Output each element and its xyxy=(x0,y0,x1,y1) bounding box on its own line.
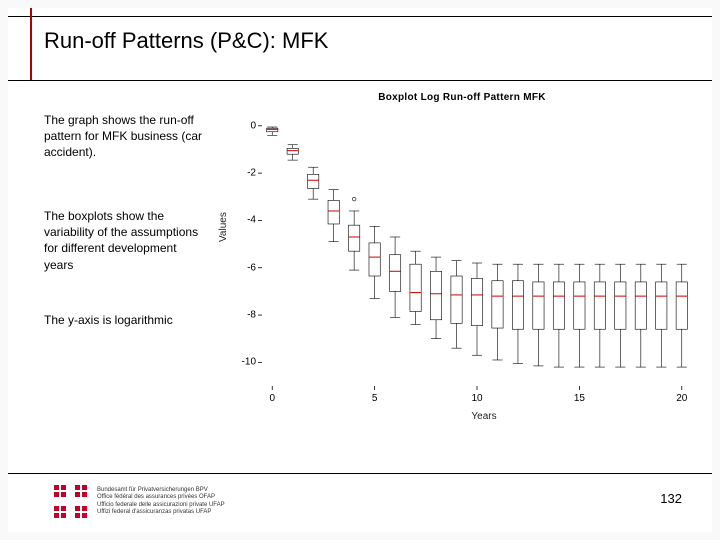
slide: Run-off Patterns (P&C): MFK The graph sh… xyxy=(8,8,712,532)
swiss-logo-icon xyxy=(54,485,87,518)
footer-line-1: Bundesamt für Privatversicherungen BPV xyxy=(97,487,225,495)
y-tick: -2 xyxy=(236,168,256,179)
title-rule-bottom xyxy=(8,80,712,81)
x-axis-label: Years xyxy=(262,411,706,422)
footer-logo-text: Bundesamt für Privatversicherungen BPV O… xyxy=(97,487,225,517)
y-tick: -10 xyxy=(236,357,256,368)
x-tick: 10 xyxy=(471,393,482,404)
footer-line-3: Ufficio federale delle assicurazioni pri… xyxy=(97,502,225,510)
page-title: Run-off Patterns (P&C): MFK xyxy=(44,28,328,54)
paragraph-2: The boxplots show the variability of the… xyxy=(44,208,204,273)
x-tick: 5 xyxy=(372,393,378,404)
boxplot-chart: Boxplot Log Run-off Pattern MFK Values Y… xyxy=(218,92,706,422)
footer-logo: Bundesamt für Privatversicherungen BPV O… xyxy=(54,485,225,518)
y-tick: -8 xyxy=(236,310,256,321)
y-axis-label: Values xyxy=(218,212,229,242)
y-tick: -6 xyxy=(236,262,256,273)
x-tick: 15 xyxy=(574,393,585,404)
chart-title: Boxplot Log Run-off Pattern MFK xyxy=(218,92,706,103)
accent-bar xyxy=(30,8,32,80)
footer-line-4: Uffizi federal d'assicuranzas privatas U… xyxy=(97,509,225,517)
plot-area xyxy=(262,114,692,386)
y-tick: 0 xyxy=(236,120,256,131)
paragraph-1: The graph shows the run-off pattern for … xyxy=(44,112,204,161)
boxplot-svg xyxy=(262,114,692,386)
y-tick: -4 xyxy=(236,215,256,226)
paragraph-3: The y-axis is logarithmic xyxy=(44,312,204,328)
title-rule-top xyxy=(8,16,712,17)
x-tick: 0 xyxy=(269,393,275,404)
x-tick: 20 xyxy=(676,393,687,404)
footer-line-2: Office fédéral des assurances privées OF… xyxy=(97,494,225,502)
footer-rule xyxy=(8,473,712,474)
page-number: 132 xyxy=(660,491,682,506)
